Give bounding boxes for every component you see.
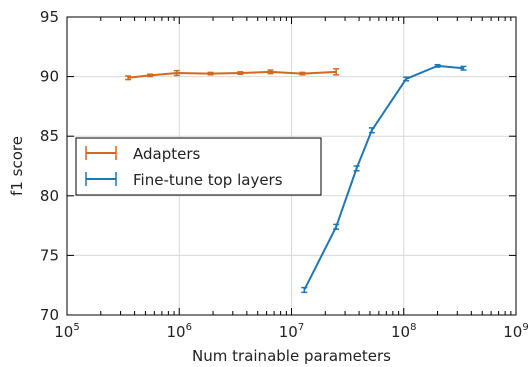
data-point-fine-tune (403, 76, 410, 82)
y-tick-label: 90 (40, 68, 59, 86)
y-tick-label: 70 (40, 306, 59, 324)
legend-marker-adapters (85, 146, 117, 160)
y-tick-label: 80 (40, 187, 59, 205)
axis-ticks: 105 106 107 108 109 70 75 80 85 90 95 (40, 8, 529, 341)
legend-label-fine-tune: Fine-tune top layers (133, 171, 283, 189)
series-line-adapters (127, 70, 337, 79)
data-point-adapters (173, 69, 180, 77)
x-axis-label: Num trainable parameters (192, 347, 391, 365)
data-point-fine-tune (301, 286, 308, 294)
data-point-fine-tune (434, 63, 441, 68)
data-point-adapters (299, 71, 306, 76)
data-point-adapters (125, 75, 132, 81)
data-point-fine-tune (333, 223, 340, 230)
legend-label-adapters: Adapters (133, 145, 201, 163)
legend-marker-fine-tune (85, 172, 117, 186)
x-tick-label: 105 (54, 322, 79, 341)
legend: Adapters Fine-tune top layers (75, 137, 322, 196)
x-tick-label: 109 (503, 322, 528, 341)
series-layer (125, 63, 467, 294)
series-line-fine-tune (303, 64, 464, 291)
y-tick-label: 85 (40, 127, 59, 145)
data-point-adapters (147, 73, 154, 78)
data-point-fine-tune (353, 165, 360, 172)
data-point-adapters (267, 69, 274, 75)
data-point-fine-tune (368, 127, 375, 134)
x-tick-label: 107 (279, 322, 304, 341)
data-point-adapters (333, 68, 340, 76)
y-tick-label: 95 (40, 8, 59, 26)
data-point-adapters (237, 71, 244, 75)
y-axis-label: f1 score (8, 136, 26, 196)
legend-box (75, 137, 322, 196)
x-tick-label: 106 (167, 322, 192, 341)
x-tick-label: 108 (391, 322, 416, 341)
data-point-fine-tune (460, 65, 467, 71)
data-point-adapters (207, 71, 214, 76)
y-tick-label: 75 (40, 246, 59, 264)
